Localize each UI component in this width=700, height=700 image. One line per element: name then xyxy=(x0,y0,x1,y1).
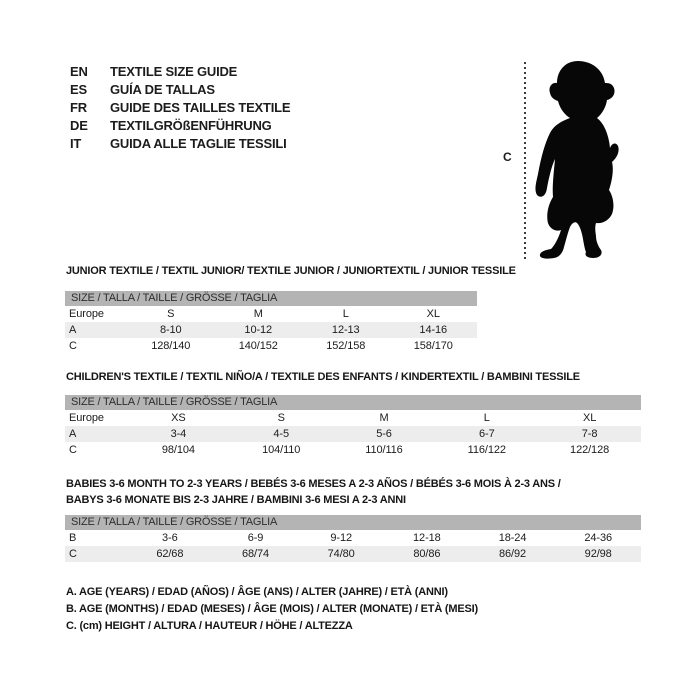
language-code: FR xyxy=(70,100,87,115)
age-cell: 3-6 xyxy=(162,532,178,544)
height-cell: 62/68 xyxy=(156,548,184,560)
language-row-de: DE TEXTILGRÖßENFÜHRUNG xyxy=(70,117,290,135)
section-heading-junior: JUNIOR TEXTILE / TEXTIL JUNIOR/ TEXTILE … xyxy=(66,265,516,277)
guide-title: GUIDA ALLE TAGLIE TESSILI xyxy=(110,136,287,151)
age-cell: 3-4 xyxy=(170,428,187,440)
language-row-es: ES GUÍA DE TALLAS xyxy=(70,81,290,99)
age-cell: 9-12 xyxy=(330,532,352,544)
guide-title: GUÍA DE TALLAS xyxy=(110,82,215,97)
row-label: C xyxy=(69,444,77,456)
height-cell: 122/128 xyxy=(570,444,610,456)
legend-note-c: C. (cm) HEIGHT / ALTURA / HAUTEUR / HÖHE… xyxy=(66,620,353,632)
height-cell: 116/122 xyxy=(467,444,506,456)
age-cell: 14-16 xyxy=(419,324,448,336)
language-row-en: EN TEXTILE SIZE GUIDE xyxy=(70,63,290,81)
size-bar: SIZE / TALLA / TAILLE / GRÖSSE / TAGLIA xyxy=(65,515,641,530)
size-cell: M xyxy=(253,308,263,320)
children-size-table: SIZE / TALLA / TAILLE / GRÖSSE / TAGLIA … xyxy=(65,395,641,458)
language-row-it: IT GUIDA ALLE TAGLIE TESSILI xyxy=(70,135,290,153)
size-bar: SIZE / TALLA / TAILLE / GRÖSSE / TAGLIA xyxy=(65,395,641,410)
height-cell: 86/92 xyxy=(499,548,527,560)
height-cell: 128/140 xyxy=(151,340,191,352)
size-bar: SIZE / TALLA / TAILLE / GRÖSSE / TAGLIA xyxy=(65,291,477,306)
row-label: A xyxy=(69,324,77,336)
height-cell: 110/116 xyxy=(365,444,403,456)
age-cell: 6-9 xyxy=(247,532,264,544)
age-cell: 5-6 xyxy=(376,428,392,440)
language-list: EN TEXTILE SIZE GUIDE ES GUÍA DE TALLAS … xyxy=(70,63,291,153)
baby-silhouette-icon xyxy=(535,61,619,259)
table-row: Europe S M L XL xyxy=(65,306,477,322)
section-heading-babies: BABIES 3-6 MONTH TO 2-3 YEARS / BEBÉS 3-… xyxy=(66,478,561,506)
height-cell: 158/170 xyxy=(413,340,453,352)
age-cell: 12-18 xyxy=(413,532,441,544)
age-cell: 24-36 xyxy=(584,532,613,544)
row-label: Europe xyxy=(69,412,104,424)
height-cell: 152/158 xyxy=(326,340,366,352)
table-row: A 3-4 4-5 5-6 6-7 7-8 xyxy=(65,426,641,442)
height-measure-line xyxy=(524,62,526,260)
size-cell: S xyxy=(277,412,285,424)
table-row: C 128/140 140/152 152/158 158/170 xyxy=(65,338,477,354)
size-cell: XL xyxy=(582,412,597,424)
row-label: A xyxy=(69,428,77,440)
row-label: C xyxy=(69,340,77,352)
age-cell: 7-8 xyxy=(581,428,598,440)
language-code: EN xyxy=(70,64,88,79)
section-heading-children: CHILDREN'S TEXTILE / TEXTIL NIÑO/A / TEX… xyxy=(66,371,580,383)
guide-title: TEXTILGRÖßENFÜHRUNG xyxy=(110,118,272,133)
size-cell: L xyxy=(342,308,349,320)
age-cell: 18-24 xyxy=(498,532,527,544)
size-cell: S xyxy=(167,308,175,320)
table-row: C 62/68 68/74 74/80 80/86 86/92 92/98 xyxy=(65,546,641,562)
table-row: A 8-10 10-12 12-13 14-16 xyxy=(65,322,477,338)
language-row-fr: FR GUIDE DES TAILLES TEXTILE xyxy=(70,99,291,117)
guide-title: GUIDE DES TAILLES TEXTILE xyxy=(110,100,291,115)
age-cell: 8-10 xyxy=(159,324,182,336)
size-cell: XS xyxy=(171,412,186,424)
row-label: Europe xyxy=(69,308,104,320)
language-code: ES xyxy=(70,82,87,97)
height-cell: 92/98 xyxy=(584,548,612,560)
age-cell: 4-5 xyxy=(273,428,289,440)
height-cell: 140/152 xyxy=(238,340,278,352)
height-cell: 104/110 xyxy=(262,444,301,456)
size-cell: XL xyxy=(426,308,440,320)
size-cell: L xyxy=(483,412,490,424)
age-cell: 10-12 xyxy=(244,324,273,336)
legend-notes: A. AGE (YEARS) / EDAD (AÑOS) / ÂGE (ANS)… xyxy=(66,584,478,635)
guide-title: TEXTILE SIZE GUIDE xyxy=(110,64,238,79)
table-row: B 3-6 6-9 9-12 12-18 18-24 24-36 xyxy=(65,530,641,546)
junior-size-table: SIZE / TALLA / TAILLE / GRÖSSE / TAGLIA … xyxy=(65,291,477,354)
table-row: Europe XS S M L XL xyxy=(65,410,641,426)
size-cell: M xyxy=(379,412,389,424)
baby-figure: C xyxy=(495,50,635,265)
row-label: B xyxy=(69,532,77,544)
age-cell: 12-13 xyxy=(331,324,360,336)
height-cell: 74/80 xyxy=(327,548,355,560)
height-measure-label: C xyxy=(503,150,512,164)
height-cell: 80/86 xyxy=(413,548,441,560)
table-row: C 98/104 104/110 110/116 116/122 122/128 xyxy=(65,442,641,458)
row-label: C xyxy=(69,548,77,560)
legend-note-b: B. AGE (MONTHS) / EDAD (MESES) / ÂGE (MO… xyxy=(66,603,478,615)
age-cell: 6-7 xyxy=(478,428,495,440)
language-code: DE xyxy=(70,118,88,133)
legend-note-a: A. AGE (YEARS) / EDAD (AÑOS) / ÂGE (ANS)… xyxy=(66,586,448,598)
babies-size-table: SIZE / TALLA / TAILLE / GRÖSSE / TAGLIA … xyxy=(65,515,641,562)
language-code: IT xyxy=(70,136,82,151)
height-cell: 68/74 xyxy=(241,548,270,560)
height-cell: 98/104 xyxy=(161,444,195,456)
